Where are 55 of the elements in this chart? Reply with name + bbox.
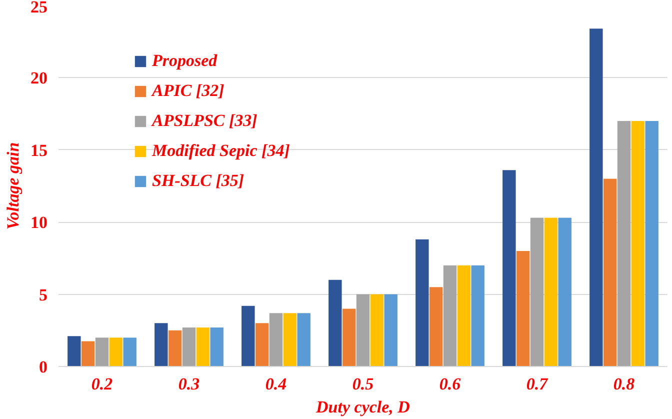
bar — [443, 265, 457, 366]
bar — [109, 338, 123, 366]
bar — [429, 287, 443, 366]
bar — [645, 121, 658, 366]
bar — [502, 170, 516, 366]
bar — [617, 121, 631, 366]
y-tick-label: 20 — [30, 68, 48, 88]
bar — [68, 336, 81, 366]
bar — [328, 280, 342, 366]
bar — [416, 239, 429, 366]
bar — [356, 294, 370, 366]
y-tick-label: 15 — [30, 140, 48, 160]
x-tick-label: 0.7 — [526, 374, 550, 394]
legend-label: APIC [32] — [152, 81, 224, 101]
bar — [154, 323, 168, 366]
bar — [210, 328, 224, 366]
y-tick-label: 25 — [30, 0, 48, 16]
legend-label: Proposed — [152, 51, 218, 71]
bar — [342, 308, 356, 366]
x-tick-label: 0.4 — [265, 374, 287, 394]
x-tick-label: 0.8 — [613, 374, 636, 394]
bar — [384, 294, 398, 366]
bar — [283, 313, 297, 366]
y-tick-label: 10 — [30, 213, 48, 232]
bar — [516, 250, 530, 366]
bar — [255, 323, 269, 366]
bar — [123, 338, 136, 366]
bar — [590, 28, 603, 366]
bar — [471, 265, 484, 366]
bar — [558, 218, 572, 366]
y-axis-title: Voltage gain — [4, 142, 22, 230]
bar — [603, 178, 617, 366]
bar — [297, 313, 310, 366]
bar — [269, 313, 283, 366]
bar — [457, 265, 471, 366]
x-tick-label: 0.2 — [91, 374, 114, 394]
legend-label: Modified Sepic [34] — [152, 141, 290, 161]
y-tick-label: 5 — [39, 285, 48, 304]
x-axis-title: Duty cycle, D — [315, 398, 410, 416]
legend-label: APSLPSC [33] — [152, 111, 258, 131]
bar — [242, 306, 255, 366]
bar — [168, 330, 182, 366]
legend-label: SH-SLC [35] — [152, 171, 244, 191]
y-tick-label: 0 — [39, 358, 48, 376]
bar — [95, 338, 109, 366]
bar — [370, 294, 384, 366]
x-tick-label: 0.3 — [178, 374, 200, 394]
bar — [530, 218, 544, 366]
bar — [631, 121, 645, 366]
bar — [196, 328, 210, 366]
bar — [544, 218, 558, 366]
x-tick-label: 0.6 — [439, 374, 462, 394]
bar — [81, 341, 95, 366]
bar — [182, 328, 196, 366]
x-tick-label: 0.5 — [352, 374, 374, 394]
